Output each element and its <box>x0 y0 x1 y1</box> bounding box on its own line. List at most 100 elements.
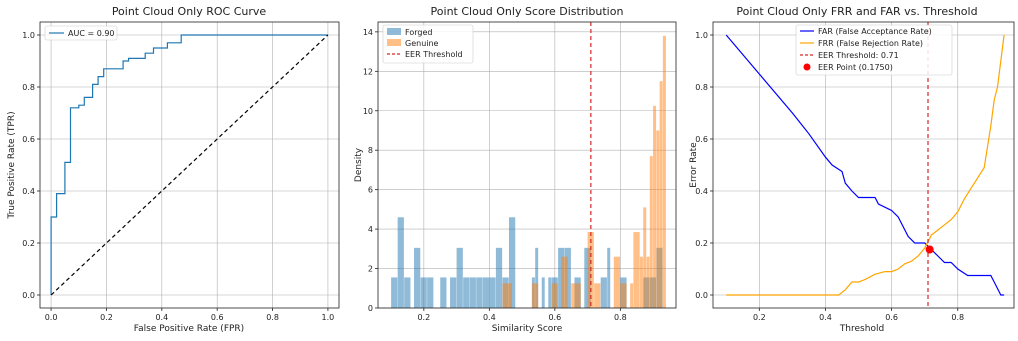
far-frr-axes-frame <box>712 21 1015 309</box>
far-frr-ylabel: Error Rate <box>689 142 699 188</box>
roc-series-line-1 <box>50 34 329 296</box>
roc-xtick-label: 0.4 <box>155 313 168 322</box>
bar-forged <box>643 277 650 308</box>
bar-forged <box>548 277 552 308</box>
far-frr-ytick-label: 0.4 <box>695 187 708 196</box>
bar-forged <box>463 277 470 308</box>
dist-ytick-label: 12 <box>363 67 373 76</box>
far-frr-ytick-label: 1.0 <box>695 31 708 40</box>
dist-ytick-label: 8 <box>368 146 373 155</box>
bar-forged <box>558 247 565 308</box>
bar-forged <box>476 277 483 308</box>
roc-series-line-0 <box>50 34 328 295</box>
roc-ytick-label: 0.4 <box>22 187 35 196</box>
bar-forged <box>649 277 657 308</box>
roc-legend-label: AUC = 0.90 <box>68 29 115 38</box>
dist-ylabel: Density <box>354 147 364 182</box>
bar-genuine <box>653 105 657 309</box>
roc-xtick-label: 0.8 <box>266 313 279 322</box>
legend-label-frr: FRR (False Rejection Rate) <box>818 39 923 48</box>
legend-swatch-eer-point <box>803 63 811 71</box>
bar-genuine <box>646 256 650 308</box>
bar-genuine <box>594 283 601 308</box>
far-frr-ytick-label: 0.8 <box>695 83 708 92</box>
far-frr-ytick-label: 0.6 <box>695 135 708 144</box>
far-frr-xtick-label: 0.8 <box>951 313 964 322</box>
bar-forged <box>600 277 607 308</box>
dist-title: Point Cloud Only Score Distribution <box>431 5 624 18</box>
bar-forged <box>541 277 545 308</box>
dist-ytick-label: 6 <box>368 186 373 195</box>
legend-label-threshold: EER Threshold <box>405 50 463 59</box>
bar-genuine <box>659 81 663 308</box>
far-frr-title: Point Cloud Only FRR and FAR vs. Thresho… <box>736 5 977 18</box>
far-frr-xtick-label: 0.4 <box>819 313 832 322</box>
bar-forged <box>404 277 411 308</box>
dist-ytick-label: 2 <box>368 265 373 274</box>
roc-ylabel: True Positive Rate (TPR) <box>7 111 17 219</box>
roc-axes-frame <box>39 21 340 309</box>
far-frr-xtick-label: 0.2 <box>753 313 766 322</box>
roc-xtick-label: 0.6 <box>211 313 224 322</box>
distribution-panel: Point Cloud Only Score Distribution 0.2 0… <box>354 5 677 334</box>
legend-label-far: FAR (False Acceptance Rate) <box>818 27 932 36</box>
far-frr-panel: Point Cloud Only FRR and FAR vs. Thresho… <box>689 5 1015 334</box>
dist-xlabel: Similarity Score <box>492 324 563 334</box>
dist-axes-frame <box>377 21 677 309</box>
bar-forged <box>482 277 490 308</box>
roc-ytick-label: 0.8 <box>22 83 35 92</box>
dist-ytick-label: 4 <box>368 225 373 234</box>
roc-xtick-label: 0.0 <box>45 313 58 322</box>
bar-forged <box>584 247 591 308</box>
dist-ytick-label: 0 <box>368 304 373 313</box>
bar-genuine <box>531 283 539 308</box>
dist-xtick-label: 0.6 <box>548 313 561 322</box>
legend-swatch-genuine <box>387 39 401 46</box>
bar-forged <box>420 277 427 308</box>
dist-ytick-label: 14 <box>363 28 373 37</box>
bar-genuine <box>561 256 568 308</box>
bar-forged <box>456 247 463 308</box>
bar-genuine <box>633 232 640 308</box>
roc-ytick-label: 0.6 <box>22 135 35 144</box>
dist-xtick-label: 0.4 <box>483 313 496 322</box>
bar-genuine <box>630 283 634 308</box>
bar-forged <box>414 247 421 308</box>
roc-title: Point Cloud Only ROC Curve <box>112 5 267 18</box>
roc-ytick-label: 1.0 <box>22 31 35 40</box>
bar-forged <box>535 247 539 308</box>
legend-label-eer-threshold: EER Threshold: 0.71 <box>818 51 899 60</box>
roc-panel: Point Cloud Only ROC Curve 0.0 0.2 0.4 0.6 0… <box>7 5 340 334</box>
legend-swatch-forged <box>387 28 401 35</box>
far-frr-series-line-0 <box>725 34 1005 296</box>
far-frr-ytick-label: 0.2 <box>695 239 708 248</box>
roc-ytick-label: 0.0 <box>22 291 35 300</box>
bar-forged <box>495 247 503 308</box>
bar-forged <box>489 277 496 308</box>
roc-xtick-label: 0.2 <box>100 313 113 322</box>
roc-xtick-label: 1.0 <box>322 313 335 322</box>
bar-genuine <box>571 283 581 308</box>
bar-forged <box>469 277 476 308</box>
legend-label-forged: Forged <box>405 28 432 37</box>
bar-forged <box>508 217 516 308</box>
far-frr-ytick-label: 0.0 <box>695 291 708 300</box>
bar-genuine <box>502 283 512 308</box>
legend-label-eer-point: EER Point (0.1750) <box>818 63 893 72</box>
dist-xtick-label: 0.2 <box>417 313 430 322</box>
roc-ytick-label: 0.2 <box>22 239 35 248</box>
bar-genuine <box>649 156 653 308</box>
bar-genuine <box>613 256 621 308</box>
dist-ytick-label: 10 <box>363 107 373 116</box>
bar-forged <box>564 247 571 308</box>
dist-legend: Forged Genuine EER Threshold <box>382 24 474 64</box>
far-frr-xlabel: Threshold <box>839 324 884 334</box>
bar-forged <box>656 247 663 308</box>
bar-genuine <box>639 256 643 308</box>
bar-forged <box>440 277 447 308</box>
bar-genuine <box>662 35 666 309</box>
legend-label-genuine: Genuine <box>405 39 439 48</box>
eer-point-marker <box>925 245 934 254</box>
bar-genuine <box>656 130 660 308</box>
